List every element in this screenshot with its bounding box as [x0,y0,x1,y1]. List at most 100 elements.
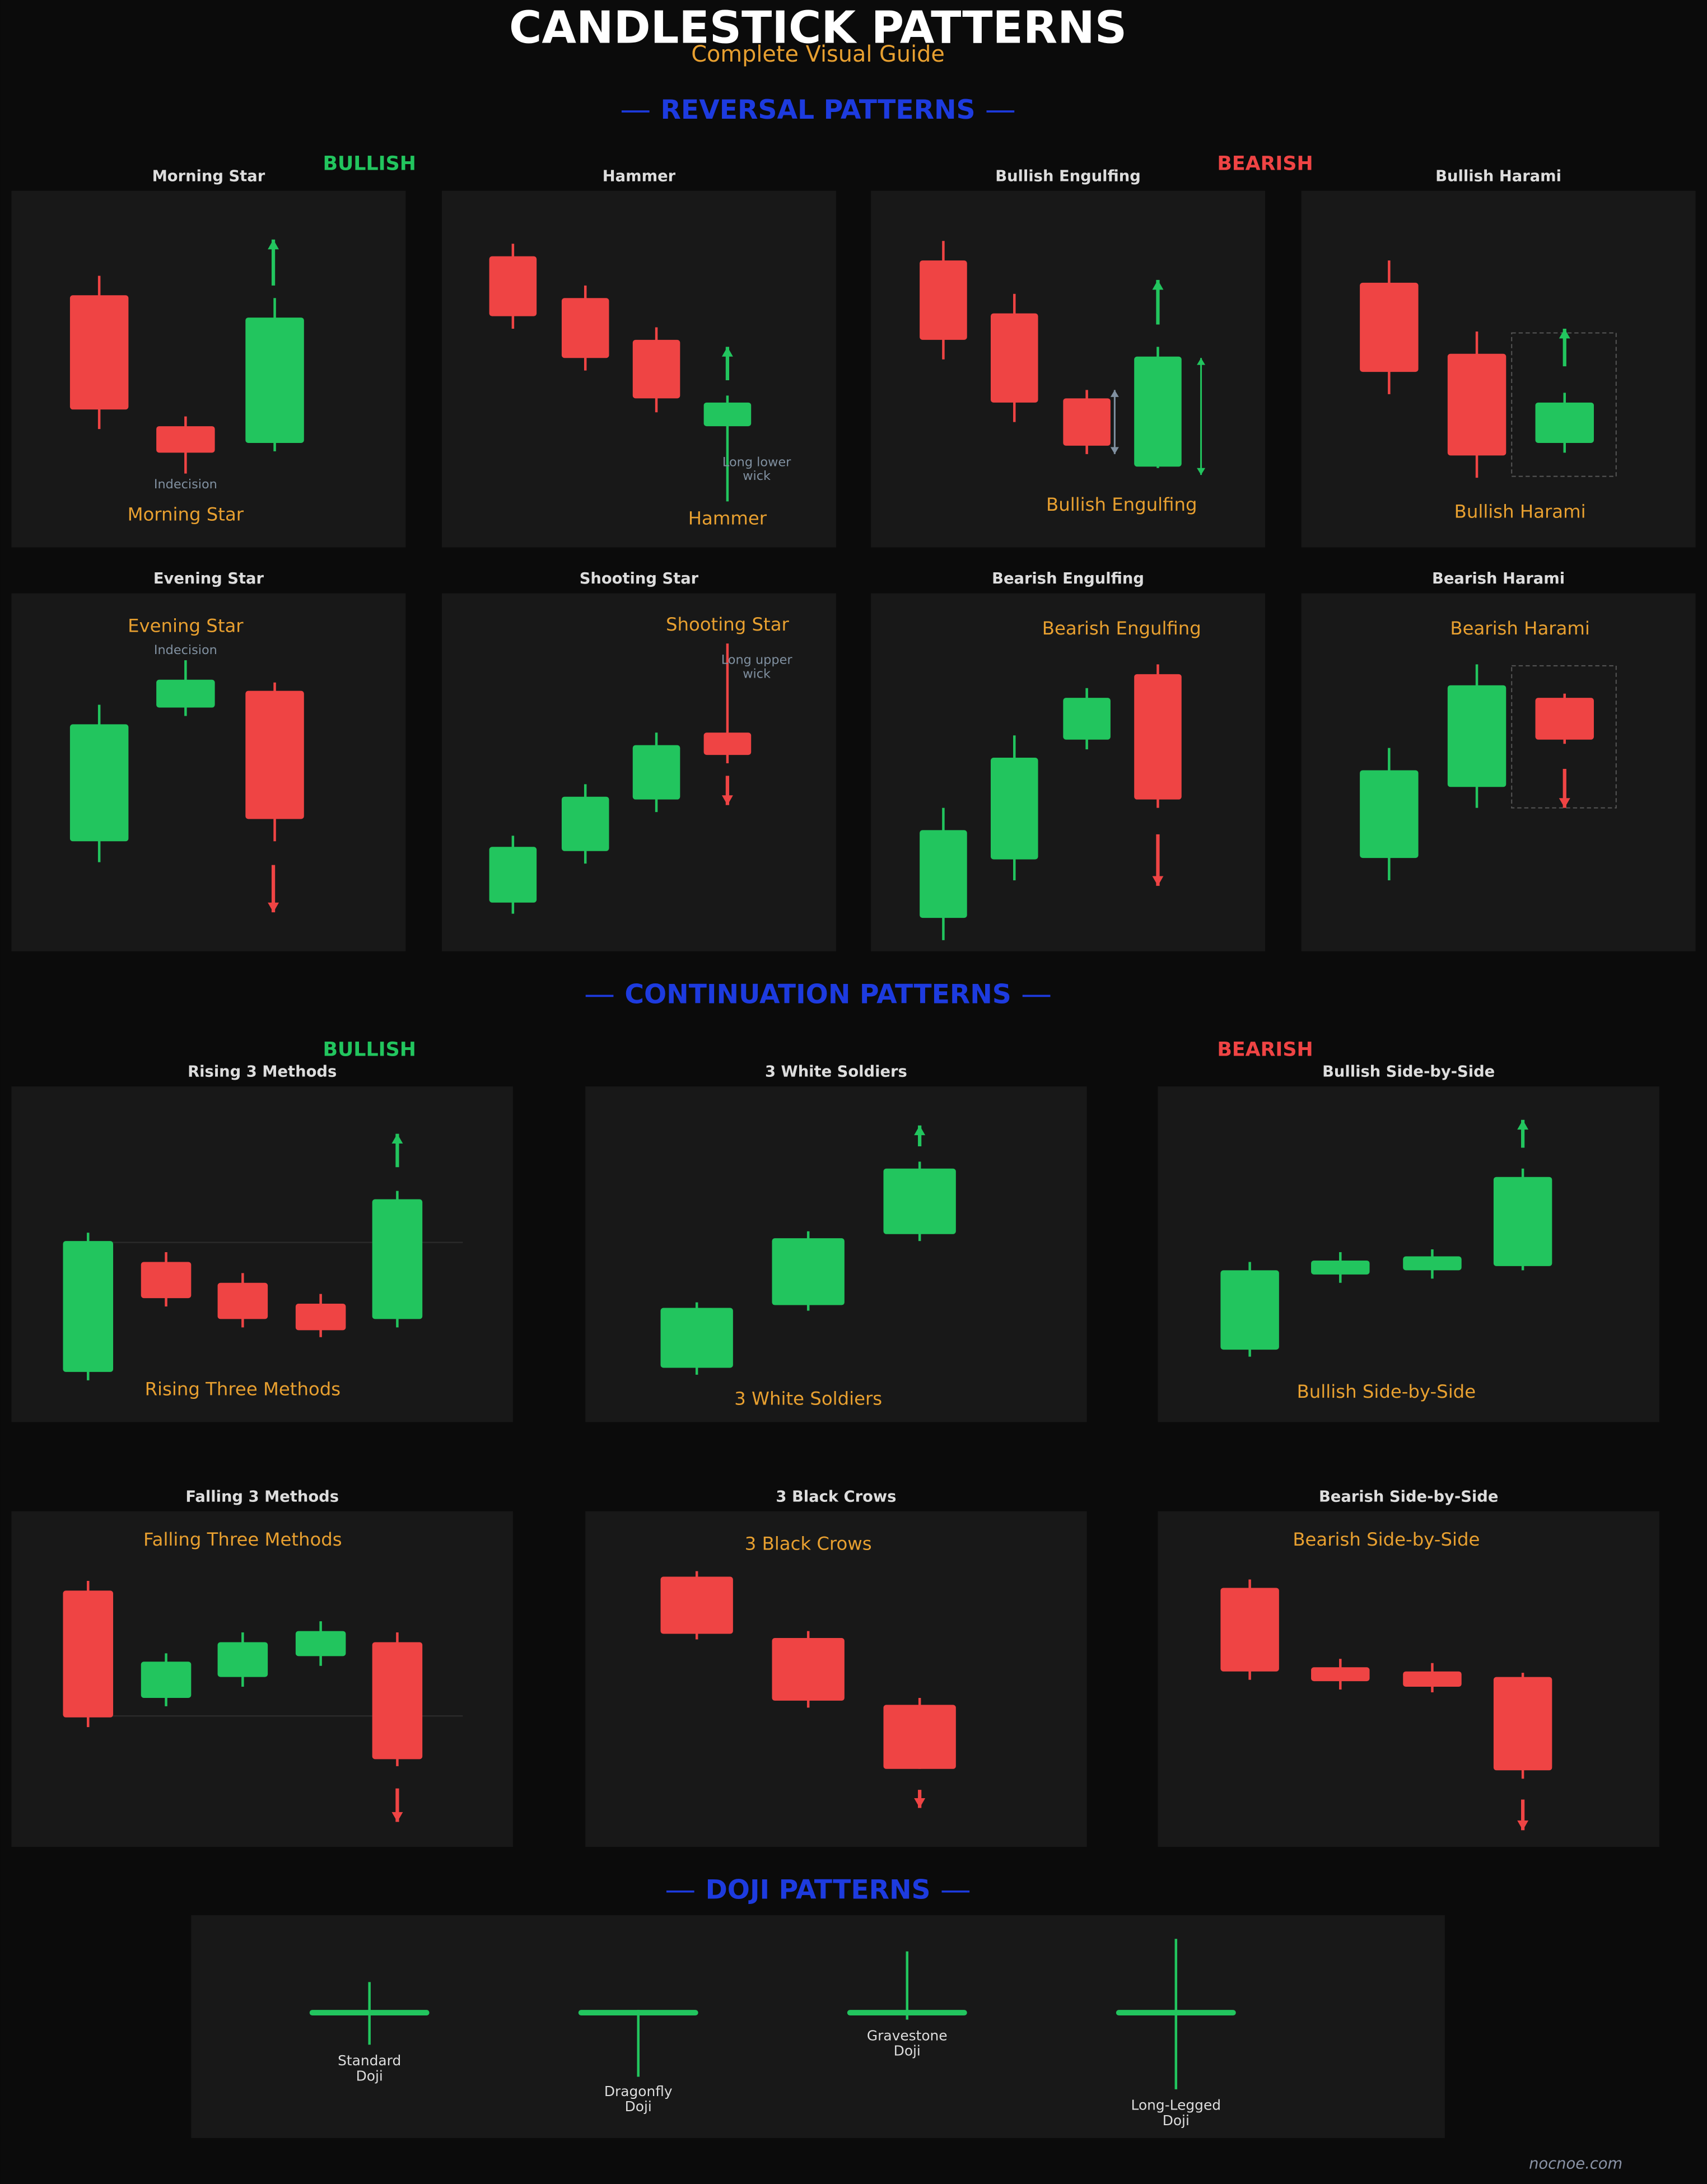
candle-body [703,732,752,755]
highlight-box [1511,665,1617,809]
candle-body [1403,1256,1462,1271]
caption: 3 Black Crows [745,1533,872,1554]
candle-body [141,1262,192,1299]
arrow-head [1197,468,1206,475]
caption: Bearish Harami [1450,618,1589,639]
candle-body [1220,1270,1279,1350]
candle-body [1535,698,1594,740]
candle-body [295,1631,346,1656]
candle-body [217,1282,268,1319]
arrow-head [268,902,279,913]
candle-body [920,260,967,340]
candle-body [63,1241,114,1372]
caption: Bearish Side-by-Side [1293,1529,1480,1550]
caption: Hammer [688,508,767,529]
candle-body [141,1662,192,1698]
candle-body [920,830,967,918]
candle-body [1535,402,1594,443]
arrow-head [1517,1820,1529,1831]
panel-title: Rising 3 Methods [188,1063,337,1081]
annotation: wick [743,666,771,681]
caption: Bearish Engulfing [1042,618,1201,639]
arrow-head [914,1125,926,1136]
footer: nocnoe.com [1529,2155,1622,2173]
caption: Bullish Harami [1454,501,1586,522]
arrow-head [1110,390,1119,397]
candle-body [69,295,129,410]
section-heading: REVERSAL PATTERNS [661,95,976,125]
candle-body [632,745,680,800]
arrow-head [721,795,733,805]
page-title: CANDLESTICK PATTERNS [509,2,1127,54]
annotation: Long lower [722,455,791,469]
candle-body [1493,1177,1552,1266]
annotation: wick [743,469,771,483]
caption: Shooting Star [666,614,790,635]
panel [871,190,1265,548]
doji-label: Doji [894,2043,921,2059]
doji-label: Long-Legged [1131,2097,1221,2113]
caption: Morning Star [128,503,244,525]
candle-body [561,298,609,358]
caption: Evening Star [128,615,244,636]
candle-body [883,1705,956,1769]
bullish-label: BULLISH [323,1038,416,1061]
panel-title: Bullish Harami [1435,167,1561,185]
candle-body [372,1199,423,1319]
section-heading: DOJI PATTERNS [706,1875,931,1906]
candle-body [990,313,1038,403]
candle-body [632,339,680,399]
candle-body [217,1642,268,1677]
panel-title: 3 Black Crows [776,1488,896,1505]
candle-body [772,1238,845,1305]
candle-body [1360,770,1419,858]
panel-title: Morning Star [152,167,265,185]
candle-body [1311,1260,1370,1275]
arrow-head [1517,1119,1529,1130]
caption: Bullish Side-by-Side [1297,1381,1476,1402]
annotation: Indecision [154,477,217,492]
panel-title: Bearish Harami [1432,570,1565,587]
arrow-head [914,1798,926,1808]
arrow-head [1197,358,1206,365]
panel-title: Evening Star [153,570,264,587]
candle-body [63,1590,114,1718]
panel-title: Bearish Side-by-Side [1319,1488,1498,1505]
candle-body [561,796,609,851]
candle-body [883,1168,956,1234]
candle-body [1447,353,1507,456]
candle-body [703,402,752,427]
doji-label: Doji [356,2068,383,2084]
section-heading: CONTINUATION PATTERNS [624,979,1011,1010]
bearish-label: BEARISH [1217,1038,1313,1061]
candle-body [1134,674,1182,800]
arrow-head [1559,328,1570,339]
candle-body [295,1304,346,1331]
panel-title: Falling 3 Methods [185,1488,339,1505]
arrow-head [1110,447,1119,454]
candle-body [1360,282,1419,372]
candle-body [156,426,215,453]
doji-panel [191,1915,1445,2138]
doji-label: Dragonfly [604,2083,673,2099]
candle-body [1447,685,1507,787]
candle-body [1311,1667,1370,1682]
candle-body [489,256,537,316]
candle-body [489,847,537,903]
panel [1158,1086,1659,1422]
annotation: Long upper [721,652,793,667]
candle-body [660,1308,733,1368]
arrow-head [1152,279,1164,290]
panel-title: Bearish Engulfing [992,570,1144,587]
panel-title: Bullish Side-by-Side [1322,1063,1495,1081]
doji-label: Doji [625,2098,652,2115]
caption: Falling Three Methods [143,1529,342,1550]
arrow-head [268,239,279,250]
candle-body [1220,1588,1279,1672]
doji-label: Doji [1163,2112,1190,2129]
arrow-head [1152,876,1164,886]
caption: 3 White Soldiers [734,1388,882,1410]
annotation: Indecision [154,643,217,657]
bullish-label: BULLISH [323,152,416,175]
